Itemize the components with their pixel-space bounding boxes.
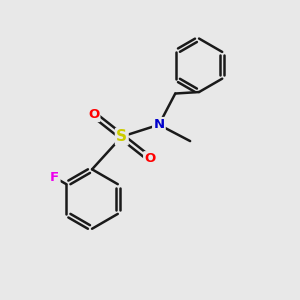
Text: S: S	[116, 129, 127, 144]
Text: F: F	[50, 171, 59, 184]
Text: N: N	[153, 118, 164, 131]
Text: O: O	[144, 152, 156, 165]
Text: O: O	[88, 108, 99, 121]
